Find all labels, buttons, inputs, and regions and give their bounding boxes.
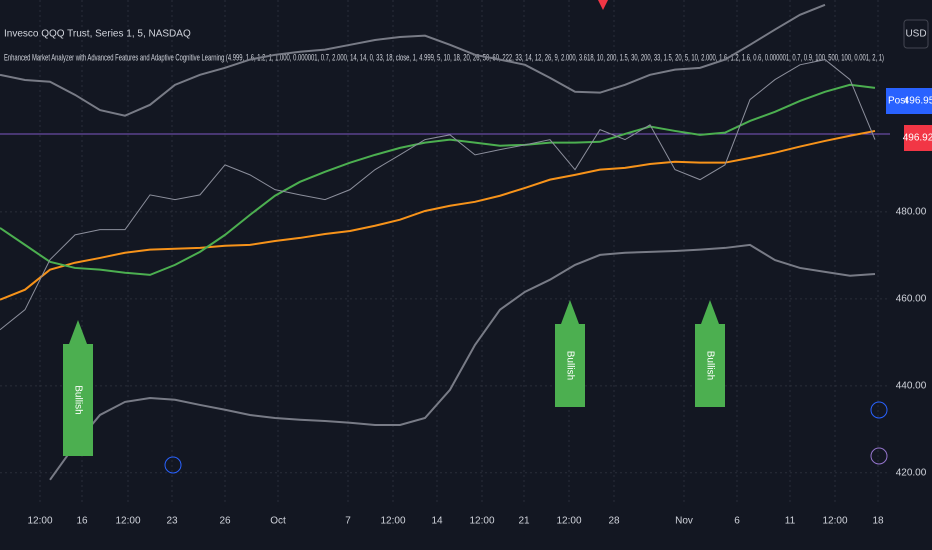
x-tick-label: 18 — [872, 516, 884, 527]
last-tag — [904, 125, 932, 151]
event-icon[interactable] — [870, 401, 888, 419]
x-tick-label: 12:00 — [469, 516, 494, 527]
bearish-marker — [598, 0, 608, 10]
event-icon[interactable] — [164, 456, 182, 474]
currency: USD — [905, 29, 926, 40]
signal-text: Bullish — [72, 385, 83, 414]
last-price: 496.92 — [903, 133, 932, 144]
x-tick-label: 12:00 — [380, 516, 405, 527]
series-line — [49, 243, 876, 481]
x-tick-label: 26 — [219, 516, 231, 527]
post-tag — [886, 88, 932, 114]
x-tick-label: 12:00 — [115, 516, 140, 527]
y-tick-label: 440.00 — [896, 380, 927, 391]
signal-label — [63, 320, 93, 456]
signal-label — [695, 300, 725, 407]
x-tick-label: 21 — [518, 516, 530, 527]
signal-label — [555, 300, 585, 407]
x-tick-label: 12:00 — [27, 516, 52, 527]
signal-text: Bullish — [564, 351, 575, 380]
y-tick-label: 420.00 — [896, 467, 927, 478]
x-tick-label: 16 — [76, 516, 88, 527]
series-line — [0, 129, 876, 301]
x-tick-label: 12:00 — [822, 516, 847, 527]
indicator: Enhanced Market Analyzer with Advanced F… — [4, 52, 884, 62]
post-label: Post — [888, 96, 908, 107]
x-tick-label: 28 — [608, 516, 620, 527]
x-tick-label: 12:00 — [556, 516, 581, 527]
x-tick-label: 23 — [166, 516, 178, 527]
x-tick-label: 14 — [431, 516, 443, 527]
x-tick-label: Nov — [675, 516, 693, 527]
series-line — [0, 3, 826, 117]
x-tick-label: 7 — [345, 516, 351, 527]
currency-box[interactable] — [903, 19, 929, 49]
series-line — [0, 59, 876, 331]
symbol: Invesco QQQ Trust, Series 1, 5, NASDAQ — [4, 29, 191, 40]
series-line — [0, 83, 876, 276]
y-tick-label: 480.00 — [896, 206, 927, 217]
x-tick-label: 6 — [734, 516, 740, 527]
x-tick-label: Oct — [270, 516, 286, 527]
post-price: 496.95 — [904, 96, 932, 107]
event-icon[interactable] — [870, 447, 888, 465]
x-tick-label: 11 — [785, 516, 796, 527]
y-tick-label: 460.00 — [896, 293, 927, 304]
signal-text: Bullish — [704, 351, 715, 380]
